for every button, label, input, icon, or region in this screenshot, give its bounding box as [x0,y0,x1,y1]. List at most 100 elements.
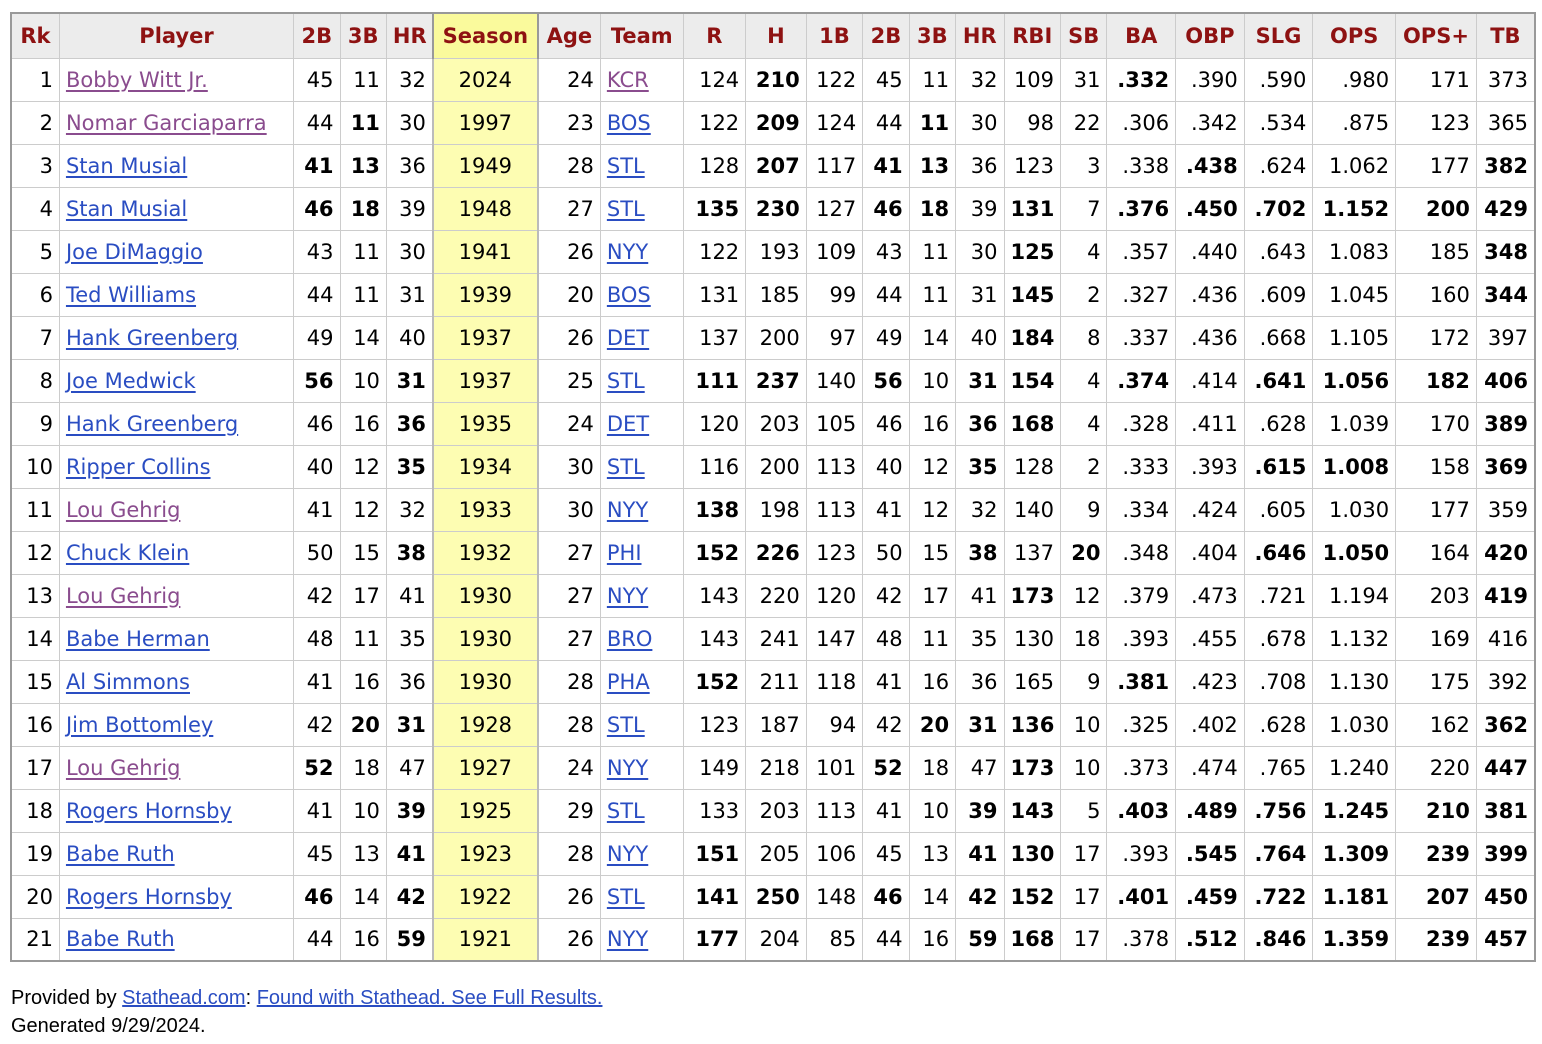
column-header-age-6[interactable]: Age [537,12,601,59]
player-link[interactable]: Al Simmons [65,669,190,694]
player-link[interactable]: Joe DiMaggio [65,239,203,264]
cell-season: 1932 [431,530,539,575]
cell-c3b: 13 [339,831,387,876]
team-link[interactable]: NYY [606,239,649,264]
column-header-3b-12[interactable]: 3B [908,12,957,59]
cell-team: BOS [599,272,684,317]
column-header-rbi-14[interactable]: RBI [1003,12,1062,59]
cell-r: 138 [682,487,747,532]
team-link[interactable]: DET [606,325,650,350]
column-header-hr-4[interactable]: HR [385,12,434,59]
team-link[interactable]: STL [606,368,645,393]
cell-s2b: 50 [862,530,910,575]
player-link[interactable]: Stan Musial [65,153,188,178]
player-link[interactable]: Ripper Collins [65,454,211,479]
cell-tb: 382 [1475,143,1536,188]
cell-shr: 30 [955,229,1005,274]
team-link[interactable]: NYY [606,497,649,522]
team-link[interactable]: BOS [606,282,651,307]
column-header-ops-plus-20[interactable]: OPS+ [1395,12,1477,59]
team-link[interactable]: STL [606,884,645,909]
cell-season: 1997 [431,100,539,145]
player-link[interactable]: Nomar Garciaparra [65,110,267,135]
column-header-player-1[interactable]: Player [58,12,295,59]
cell-ba: .378 [1106,917,1177,962]
cell-chr: 36 [385,659,434,704]
team-link[interactable]: BOS [606,110,651,135]
column-header-tb-21[interactable]: TB [1475,12,1536,59]
column-header-team-7[interactable]: Team [599,12,684,59]
column-header-slg-18[interactable]: SLG [1243,12,1314,59]
player-link[interactable]: Rogers Hornsby [65,884,232,909]
column-header-3b-3[interactable]: 3B [339,12,387,59]
team-link[interactable]: STL [606,196,645,221]
cell-age: 28 [537,659,601,704]
player-link[interactable]: Babe Herman [65,626,210,651]
team-link[interactable]: DET [606,411,650,436]
cell-slg: .641 [1243,358,1314,403]
cell-age: 26 [537,315,601,360]
column-header-1b-10[interactable]: 1B [805,12,864,59]
player-link[interactable]: Babe Ruth [65,841,175,866]
team-link[interactable]: NYY [606,583,649,608]
column-header-obp-17[interactable]: OBP [1175,12,1245,59]
cell-s3b: 16 [908,401,957,446]
player-link[interactable]: Hank Greenberg [65,325,239,350]
player-link[interactable]: Chuck Klein [65,540,190,565]
column-header-ops-19[interactable]: OPS [1312,12,1397,59]
cell-ops: 1.132 [1312,616,1397,661]
column-header-h-9[interactable]: H [745,12,807,59]
column-header-r-8[interactable]: R [682,12,747,59]
column-header-sb-15[interactable]: SB [1060,12,1108,59]
cell-sb: 17 [1060,831,1108,876]
column-header-ba-16[interactable]: BA [1106,12,1177,59]
full-results-link[interactable]: Found with Stathead. See Full Results. [256,987,603,1009]
column-header-hr-13[interactable]: HR [955,12,1005,59]
team-link[interactable]: NYY [606,755,649,780]
player-link[interactable]: Rogers Hornsby [65,798,232,823]
player-link[interactable]: Lou Gehrig [65,497,181,522]
cell-c3b: 11 [339,57,387,102]
player-link[interactable]: Lou Gehrig [65,755,181,780]
cell-player: Ripper Collins [58,444,295,489]
cell-c3b: 16 [339,401,387,446]
column-header-season-5[interactable]: Season [431,12,539,59]
player-link[interactable]: Ted Williams [65,282,197,307]
cell-s1b: 123 [805,530,864,575]
team-link[interactable]: PHI [606,540,642,565]
cell-c2b: 41 [293,487,341,532]
team-link[interactable]: BRO [606,626,653,651]
cell-tb: 392 [1475,659,1536,704]
team-link[interactable]: NYY [606,841,649,866]
cell-s3b: 14 [908,315,957,360]
team-link[interactable]: PHA [606,669,650,694]
column-header-rk-0[interactable]: Rk [9,12,60,59]
cell-rbi: 165 [1003,659,1062,704]
cell-c3b: 17 [339,573,387,618]
player-link[interactable]: Lou Gehrig [65,583,181,608]
player-link[interactable]: Hank Greenberg [65,411,239,436]
cell-tb: 406 [1475,358,1536,403]
cell-r: 152 [682,530,747,575]
team-link[interactable]: STL [606,153,645,178]
cell-s3b: 11 [908,616,957,661]
player-link[interactable]: Bobby Witt Jr. [65,67,208,92]
cell-age: 20 [537,272,601,317]
cell-r: 143 [682,573,747,618]
player-link[interactable]: Babe Ruth [65,927,175,952]
player-link[interactable]: Jim Bottomley [65,712,214,737]
team-link[interactable]: STL [606,712,645,737]
stathead-link[interactable]: Stathead.com [122,987,246,1009]
team-link[interactable]: KCR [606,67,649,92]
team-link[interactable]: NYY [606,927,649,952]
column-header-2b-11[interactable]: 2B [862,12,910,59]
player-link[interactable]: Stan Musial [65,196,188,221]
cell-player: Rogers Hornsby [58,788,295,833]
cell-s3b: 15 [908,530,957,575]
cell-shr: 38 [955,530,1005,575]
column-header-2b-2[interactable]: 2B [293,12,341,59]
cell-team: STL [599,702,684,747]
team-link[interactable]: STL [606,454,645,479]
team-link[interactable]: STL [606,798,645,823]
player-link[interactable]: Joe Medwick [65,368,196,393]
